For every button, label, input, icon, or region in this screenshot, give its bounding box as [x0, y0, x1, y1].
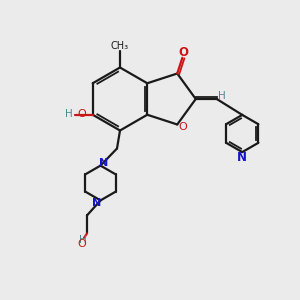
Text: O: O	[78, 109, 86, 119]
Text: O: O	[178, 46, 188, 59]
Text: N: N	[237, 151, 247, 164]
Text: H: H	[79, 235, 87, 245]
Text: O: O	[178, 122, 187, 132]
Text: O: O	[77, 239, 86, 249]
Text: CH₃: CH₃	[111, 40, 129, 51]
Text: N: N	[100, 158, 109, 168]
Text: H: H	[218, 91, 226, 101]
Text: N: N	[92, 198, 101, 208]
Text: H: H	[65, 109, 73, 119]
